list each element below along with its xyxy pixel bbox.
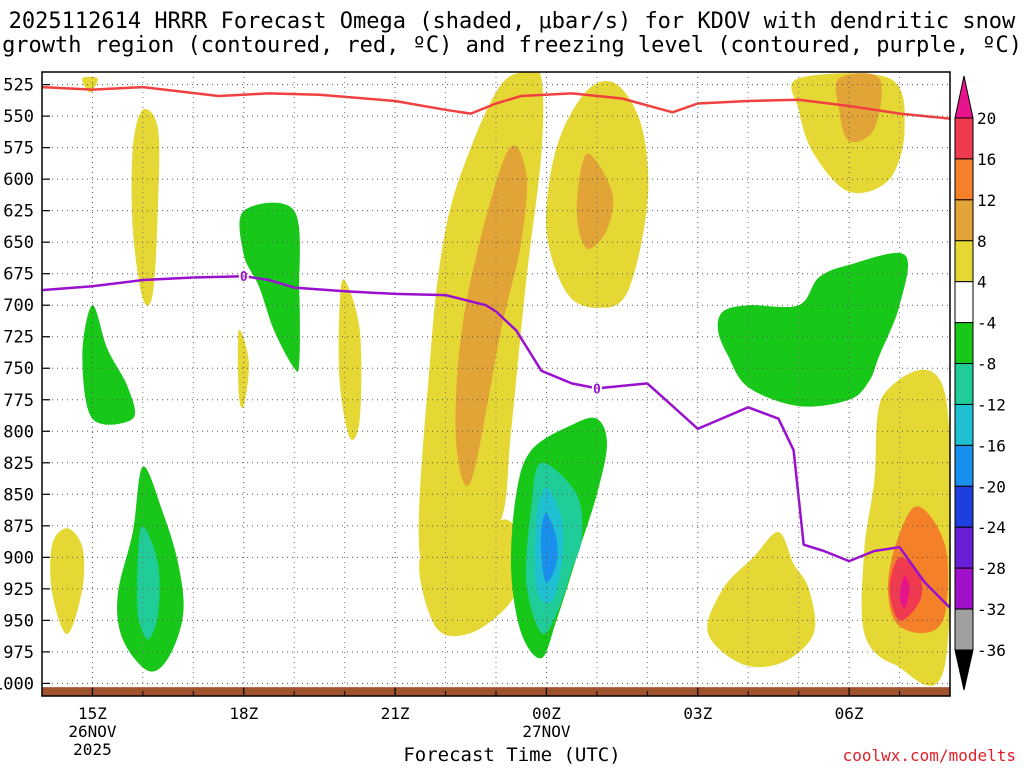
y-tick-label: 800 [3, 422, 34, 442]
colorbar-label: -8 [977, 355, 996, 374]
x-tick-label: 15Z [78, 704, 107, 723]
chart-title-line2: growth region (contoured, red, ºC) and f… [2, 33, 1022, 58]
colorbar-label: -32 [977, 600, 1006, 619]
colorbar-label: -16 [977, 436, 1006, 455]
y-tick-label: 550 [3, 107, 34, 127]
y-tick-label: 650 [3, 233, 34, 253]
y-tick-label: 975 [3, 643, 34, 663]
colorbar-label: 16 [977, 150, 996, 169]
colorbar-band [954, 158, 974, 201]
omega-region-rising-yellow-d [338, 279, 362, 440]
freezing-level-line [42, 274, 950, 609]
freezing-level-label: 0 [593, 382, 601, 397]
colorbar-band [954, 485, 974, 528]
colorbar-top-arrow [954, 75, 974, 119]
y-tick-label: 950 [3, 611, 34, 631]
chart-title-line1: 2025112614 HRRR Forecast Omega (shaded, … [8, 9, 1016, 34]
x-tick-date: 26NOV [68, 722, 117, 741]
colorbar-band [954, 526, 974, 569]
colorbar-label: 8 [977, 232, 987, 251]
colorbar-band [954, 199, 974, 242]
y-tick-label: 700 [3, 296, 34, 316]
omega-region-sinking-blue-d [540, 513, 558, 583]
dendritic-contour-line [42, 85, 950, 120]
colorbar-label: -24 [977, 518, 1006, 537]
omega-region-sinking-green-b [239, 202, 300, 372]
colorbar-label: 4 [977, 273, 987, 292]
y-tick-label: 925 [3, 580, 34, 600]
colorbar-band [954, 117, 974, 160]
colorbar-band [954, 403, 974, 446]
colorbar-band [954, 444, 974, 487]
y-tick-label: 575 [3, 139, 34, 159]
y-tick-label: 875 [3, 517, 34, 537]
x-tick-label: 03Z [683, 704, 712, 723]
omega-region-sinking-green-a [82, 305, 136, 425]
colorbar-band [954, 567, 974, 610]
y-tick-label: 900 [3, 548, 34, 568]
y-tick-label: 1000 [0, 674, 34, 694]
colorbar-bottom-arrow [954, 649, 974, 691]
y-tick-label: 525 [3, 76, 34, 96]
colorbar-band [954, 240, 974, 283]
x-tick-year: 2025 [73, 740, 112, 759]
colorbar-label: -28 [977, 559, 1006, 578]
y-tick-label: 825 [3, 454, 34, 474]
omega-region-sinking-green-e [717, 252, 909, 407]
x-tick-label: 06Z [835, 704, 864, 723]
x-tick-label: 21Z [381, 704, 410, 723]
x-tick-date: 27NOV [522, 722, 571, 741]
colorbar-band [954, 363, 974, 405]
y-tick-label: 725 [3, 328, 34, 348]
omega-region-rising-orange-g [576, 153, 614, 249]
x-tick-label: 00Z [532, 704, 561, 723]
y-tick-label: 750 [3, 359, 34, 379]
omega-region-rising-yellow-c [237, 329, 249, 409]
colorbar-band [954, 281, 974, 324]
omega-region-rising-yellow-a [50, 528, 85, 635]
omega-region-rising-yellow-b [131, 109, 160, 306]
colorbar-band [954, 608, 974, 651]
omega-region-sinking-teal-c [136, 525, 160, 640]
colorbar-label: 12 [977, 191, 996, 210]
y-tick-label: 600 [3, 170, 34, 190]
y-tick-label: 675 [3, 265, 34, 285]
credit-text: coolwx.com/modelts [842, 746, 1016, 765]
x-axis-title: Forecast Time (UTC) [403, 744, 621, 766]
colorbar-band [954, 322, 974, 365]
omega-region-rising-yellow-i [707, 532, 816, 668]
y-tick-label: 775 [3, 391, 34, 411]
x-tick-label: 18Z [229, 704, 258, 723]
colorbar-label: -12 [977, 395, 1006, 414]
y-tick-label: 850 [3, 485, 34, 505]
omega-region-rising-magenta-j [899, 576, 910, 608]
colorbar-label: -4 [977, 314, 996, 333]
omega-region-rising-orange-f [455, 145, 528, 486]
colorbar-label: -36 [977, 641, 1006, 660]
freezing-label-bg [238, 268, 249, 283]
colorbar-label: -20 [977, 477, 1006, 496]
colorbar-label: 20 [977, 109, 996, 128]
y-tick-label: 625 [3, 202, 34, 222]
